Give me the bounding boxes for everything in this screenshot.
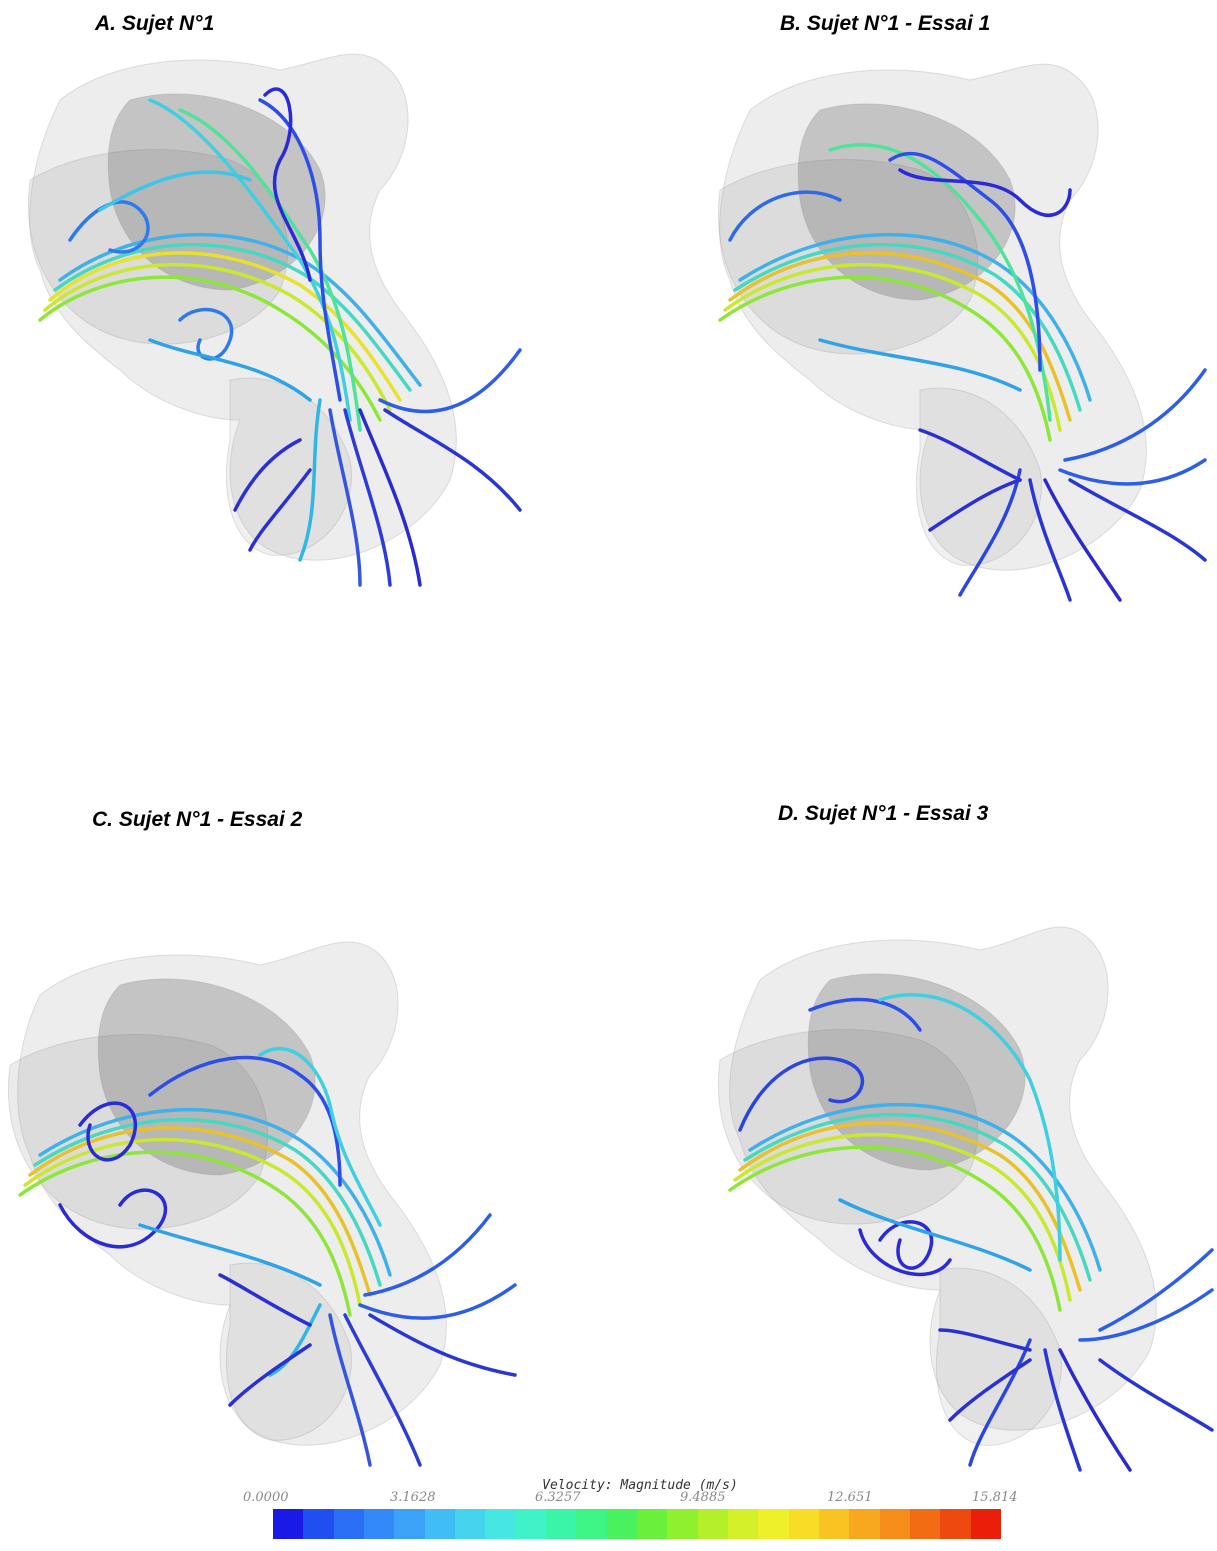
color-scale-segment xyxy=(363,1509,395,1539)
streamline-render-b xyxy=(690,40,1217,605)
streamline-image-d xyxy=(718,926,1214,1472)
legend-tick-label: 15.814 xyxy=(972,1490,1018,1505)
color-scale-segment xyxy=(515,1509,546,1539)
color-scale-segment xyxy=(909,1509,941,1539)
streamline-render-d xyxy=(700,900,1217,1475)
color-scale-segment xyxy=(788,1509,819,1539)
color-scale-bar xyxy=(273,1509,1001,1539)
color-scale-segment xyxy=(636,1509,668,1539)
legend-title: Velocity: Magnitude (m/s) xyxy=(542,1478,738,1493)
color-scale-segment xyxy=(879,1509,910,1539)
color-scale-segment xyxy=(606,1509,637,1539)
velocity-legend: Velocity: Magnitude (m/s) 0.0000 3.1628 … xyxy=(240,1478,1040,1551)
color-scale-segment xyxy=(394,1509,425,1539)
streamline-image-a xyxy=(28,53,522,587)
airway-shell xyxy=(718,926,1157,1446)
legend-tick-label: 3.1628 xyxy=(390,1490,436,1505)
color-scale-segment xyxy=(333,1509,364,1539)
color-scale-segment xyxy=(758,1509,789,1539)
color-scale-segment xyxy=(424,1509,455,1539)
color-scale-segment xyxy=(849,1509,880,1539)
legend-tick-label: 0.0000 xyxy=(243,1490,289,1505)
legend-tick-label: 12.651 xyxy=(827,1490,873,1505)
panel-a-title: A. Sujet N°1 xyxy=(95,12,215,35)
color-scale-segment xyxy=(545,1509,577,1539)
color-scale-segment xyxy=(667,1509,698,1539)
panel-d-title: D. Sujet N°1 - Essai 3 xyxy=(778,802,989,825)
color-scale-segment xyxy=(970,1509,1001,1539)
streamlines xyxy=(728,993,1214,1472)
streamlines xyxy=(718,143,1207,602)
color-scale-segment xyxy=(454,1509,486,1539)
legend-tick-label: 6.3257 xyxy=(535,1490,581,1505)
airway-shell xyxy=(718,63,1147,571)
streamline-render-c xyxy=(0,925,525,1470)
streamlines xyxy=(38,87,522,587)
color-scale-segment xyxy=(485,1509,516,1539)
panel-b-title: B. Sujet N°1 - Essai 1 xyxy=(780,12,991,35)
streamline-render-a xyxy=(0,40,530,590)
color-scale-segment xyxy=(697,1509,728,1539)
color-scale-segment xyxy=(818,1509,850,1539)
streamline-image-b xyxy=(718,63,1207,602)
legend-tick-label: 9.4885 xyxy=(680,1490,726,1505)
panel-c-title: C. Sujet N°1 - Essai 2 xyxy=(92,808,303,831)
streamlines xyxy=(18,1047,517,1467)
color-scale-segment xyxy=(303,1509,334,1539)
color-scale-segment xyxy=(940,1509,971,1539)
color-scale-segment xyxy=(576,1509,607,1539)
airway-shell xyxy=(8,941,447,1446)
color-scale-segment xyxy=(273,1509,304,1539)
streamline-image-c xyxy=(8,941,517,1467)
color-scale-segment xyxy=(727,1509,759,1539)
